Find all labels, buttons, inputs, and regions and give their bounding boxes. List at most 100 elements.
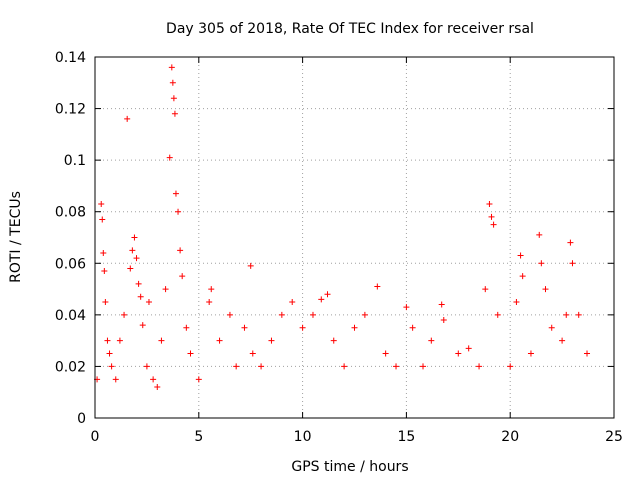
- data-point: [409, 324, 416, 331]
- data-point: [112, 376, 119, 383]
- data-point: [106, 350, 113, 357]
- data-point: [137, 293, 144, 300]
- data-point: [169, 79, 176, 86]
- data-point: [575, 311, 582, 318]
- data-point: [482, 286, 489, 293]
- data-point: [488, 213, 495, 220]
- data-point: [351, 324, 358, 331]
- data-point: [158, 337, 165, 344]
- data-point: [513, 298, 520, 305]
- y-tick-label: 0.04: [55, 308, 86, 324]
- y-tick-label: 0.14: [55, 50, 86, 66]
- data-point: [548, 324, 555, 331]
- data-point: [476, 363, 483, 370]
- y-tick-label: 0.06: [55, 256, 86, 272]
- data-point: [278, 311, 285, 318]
- data-point: [563, 311, 570, 318]
- chart-title: Day 305 of 2018, Rate Of TEC Index for r…: [166, 21, 534, 37]
- data-point: [507, 363, 514, 370]
- data-point: [536, 231, 543, 238]
- data-point: [108, 363, 115, 370]
- data-point: [393, 363, 400, 370]
- y-tick-label: 0.12: [55, 102, 86, 118]
- data-point: [542, 286, 549, 293]
- data-point: [569, 260, 576, 267]
- data-point: [127, 265, 134, 272]
- data-point: [175, 208, 182, 215]
- data-point: [318, 296, 325, 303]
- data-point: [324, 291, 331, 298]
- data-point: [135, 280, 142, 287]
- data-point: [104, 337, 111, 344]
- data-point: [567, 239, 574, 246]
- data-point: [519, 273, 526, 280]
- data-point: [455, 350, 462, 357]
- data-point: [330, 337, 337, 344]
- data-point: [179, 273, 186, 280]
- data-point: [170, 95, 177, 102]
- data-point: [249, 350, 256, 357]
- data-point: [465, 345, 472, 352]
- x-tick-label: 0: [91, 429, 100, 445]
- data-point: [98, 200, 105, 207]
- x-tick-label: 10: [294, 429, 312, 445]
- data-point: [584, 350, 591, 357]
- data-point: [361, 311, 368, 318]
- data-point: [440, 317, 447, 324]
- data-point: [168, 64, 175, 71]
- x-axis-label: GPS time / hours: [291, 459, 408, 475]
- data-point: [171, 110, 178, 117]
- data-point: [403, 304, 410, 311]
- data-point: [100, 249, 107, 256]
- data-point: [143, 363, 150, 370]
- data-point: [486, 200, 493, 207]
- data-point: [420, 363, 427, 370]
- data-point: [341, 363, 348, 370]
- data-point: [289, 298, 296, 305]
- data-point: [517, 252, 524, 259]
- y-tick-label: 0.08: [55, 205, 86, 221]
- y-axis-label: ROTI / TECUs: [8, 191, 24, 283]
- data-point: [139, 322, 146, 329]
- data-point: [133, 255, 140, 262]
- data-point: [233, 363, 240, 370]
- data-point: [226, 311, 233, 318]
- data-point: [438, 301, 445, 308]
- x-tick-label: 20: [501, 429, 519, 445]
- y-tick-label: 0: [77, 411, 86, 427]
- data-point: [490, 221, 497, 228]
- data-point: [559, 337, 566, 344]
- plot-border: [94, 56, 615, 419]
- data-point: [187, 350, 194, 357]
- data-point: [527, 350, 534, 357]
- data-point: [124, 115, 131, 122]
- data-point: [101, 268, 108, 275]
- data-point: [177, 247, 184, 254]
- data-point: [154, 384, 161, 391]
- data-point: [247, 262, 254, 269]
- data-point: [116, 337, 123, 344]
- data-point: [258, 363, 265, 370]
- data-point: [121, 311, 128, 318]
- data-point: [129, 247, 136, 254]
- data-point: [183, 324, 190, 331]
- data-point: [208, 286, 215, 293]
- data-point: [382, 350, 389, 357]
- x-tick-label: 15: [397, 429, 415, 445]
- data-point: [99, 216, 106, 223]
- data-point: [150, 376, 157, 383]
- plot-area: [94, 64, 591, 391]
- data-point: [216, 337, 223, 344]
- x-tick-label: 5: [194, 429, 203, 445]
- data-point: [166, 154, 173, 161]
- data-point: [268, 337, 275, 344]
- data-point: [162, 286, 169, 293]
- data-point: [241, 324, 248, 331]
- data-point: [299, 324, 306, 331]
- data-point: [145, 298, 152, 305]
- data-point: [206, 298, 213, 305]
- y-tick-label: 0.1: [64, 153, 86, 169]
- data-point: [102, 298, 109, 305]
